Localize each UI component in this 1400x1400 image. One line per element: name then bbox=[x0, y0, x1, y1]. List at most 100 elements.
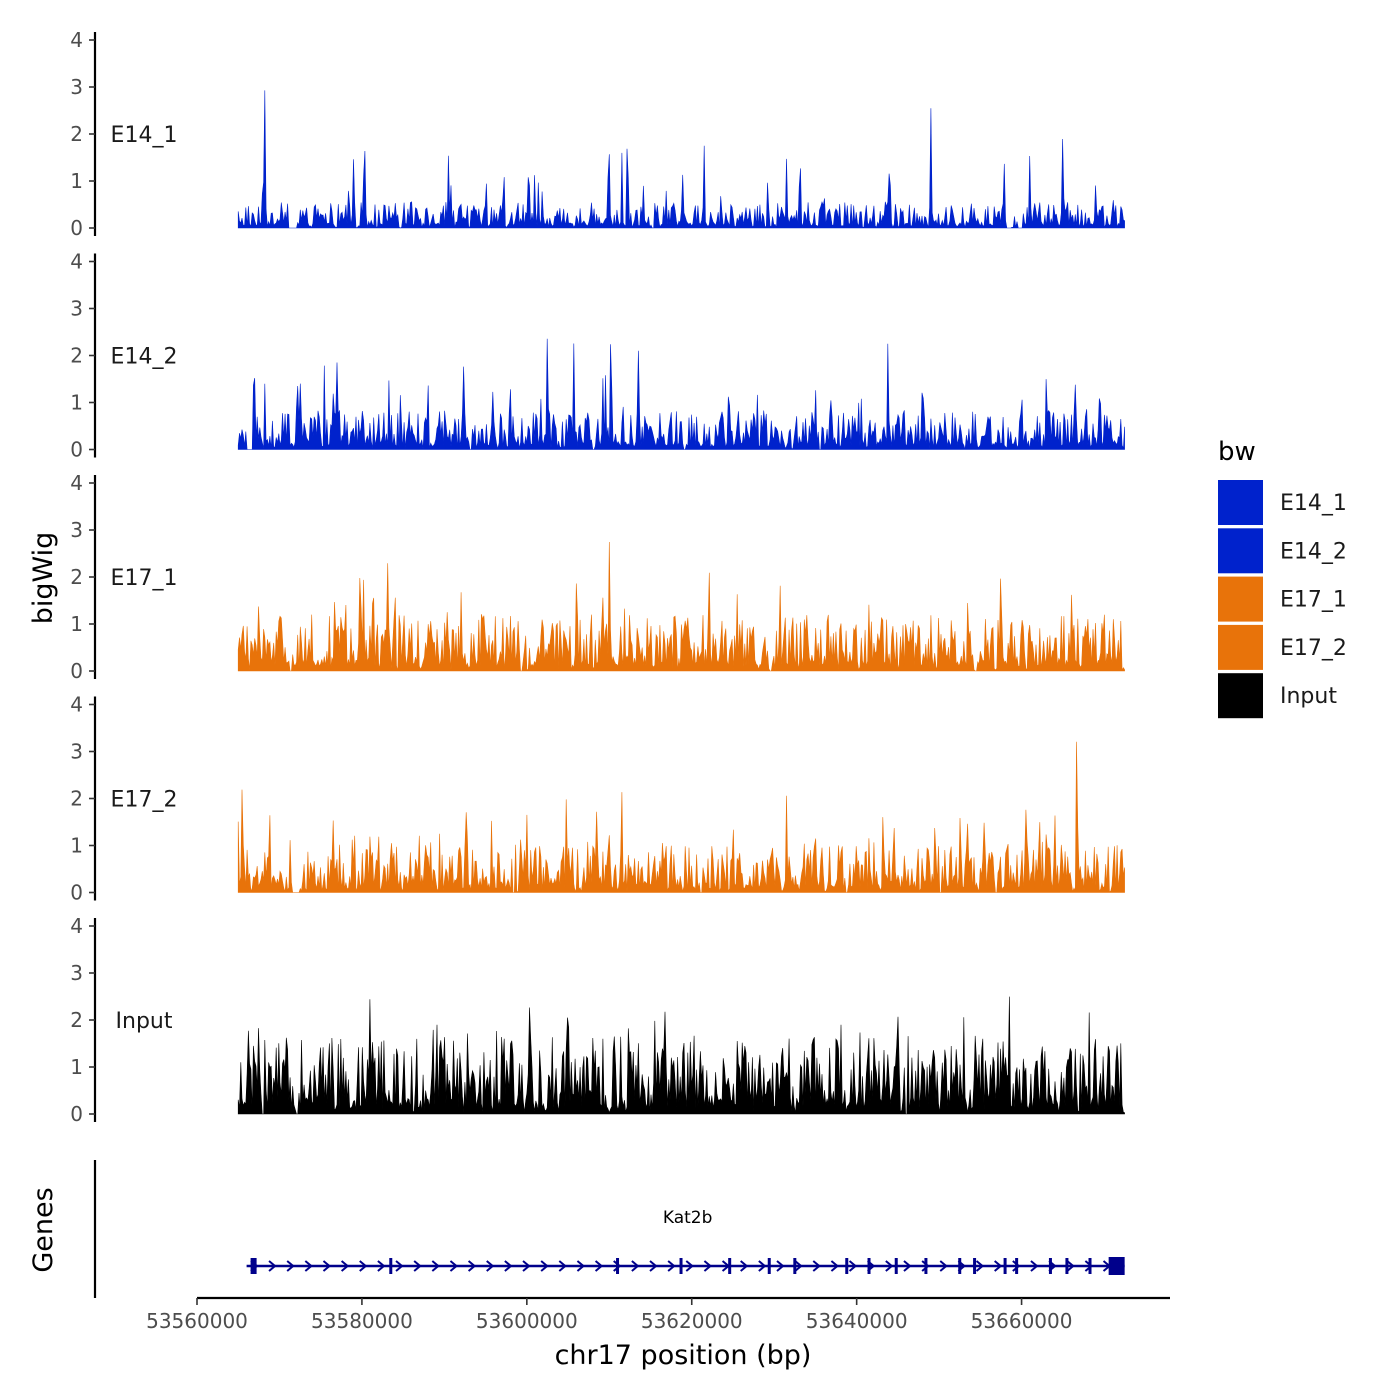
x-tick-label: 53640000 bbox=[806, 1309, 908, 1333]
legend-item: Input bbox=[1218, 673, 1337, 719]
x-tick-label: 53660000 bbox=[971, 1309, 1073, 1333]
tracks-group: 0 1 2 3 4 E14_1 0 1 2 3 4 E14_2 0 1 2 3 4 E17_1 0 1 2 3 4 E17_2… bbox=[70, 28, 1125, 1126]
y-tick-label: 4 bbox=[70, 250, 83, 274]
y-tick-label: 1 bbox=[70, 391, 83, 415]
track-e14-2: 0 1 2 3 4 E14_2 bbox=[70, 250, 1125, 462]
strand-arrow bbox=[740, 1260, 749, 1272]
signal-area bbox=[237, 741, 1125, 893]
legend-item: E14_2 bbox=[1218, 528, 1347, 574]
gene-exon bbox=[250, 1258, 257, 1274]
strand-arrow bbox=[939, 1260, 948, 1272]
strand-arrow bbox=[776, 1260, 785, 1272]
signal-area bbox=[237, 90, 1125, 229]
legend-swatch bbox=[1218, 576, 1263, 622]
strand-arrow bbox=[304, 1260, 313, 1272]
strand-arrow bbox=[340, 1260, 350, 1272]
strand-arrow bbox=[758, 1260, 767, 1272]
y-tick-label: 2 bbox=[70, 565, 83, 589]
strand-arrow bbox=[994, 1260, 1003, 1272]
gene-exon bbox=[389, 1258, 393, 1274]
legend-label: Input bbox=[1280, 684, 1337, 709]
gene-exon bbox=[1088, 1258, 1092, 1274]
y-tick-label: 3 bbox=[70, 961, 83, 985]
strand-arrow bbox=[649, 1260, 658, 1272]
track-input: 0 1 2 3 4 Input bbox=[70, 914, 1125, 1126]
gene-exon bbox=[894, 1258, 898, 1274]
gene-exon bbox=[958, 1258, 962, 1274]
x-tick-label: 53580000 bbox=[311, 1309, 413, 1333]
strand-arrow bbox=[830, 1260, 839, 1272]
genes-panel: Kat2b bbox=[93, 1160, 1125, 1298]
x-tick-label: 53600000 bbox=[476, 1309, 578, 1333]
gene-last-exon bbox=[1108, 1257, 1125, 1275]
strand-arrow bbox=[395, 1260, 404, 1272]
y-tick-label: 1 bbox=[70, 1055, 83, 1079]
legend-label: E14_2 bbox=[1280, 539, 1347, 564]
legend-swatch bbox=[1218, 480, 1263, 525]
legend-item: E17_2 bbox=[1218, 624, 1347, 670]
strand-arrow bbox=[703, 1260, 712, 1272]
signal-area bbox=[237, 541, 1125, 672]
legend-label: E17_2 bbox=[1280, 636, 1347, 661]
track-label: E17_1 bbox=[111, 566, 178, 591]
y-tick-label: 2 bbox=[70, 344, 83, 368]
y-tick-label: 3 bbox=[70, 297, 83, 321]
gene-exon bbox=[1048, 1258, 1052, 1274]
y-tick-label: 4 bbox=[70, 914, 83, 938]
legend: bw E14_1 E14_2 E17_1 E17_2 Input bbox=[1218, 437, 1347, 719]
strand-arrow bbox=[1066, 1260, 1075, 1272]
strand-arrow bbox=[667, 1260, 676, 1272]
strand-arrow bbox=[613, 1260, 622, 1272]
gene-exon bbox=[924, 1258, 928, 1274]
strand-arrow bbox=[467, 1260, 477, 1272]
strand-arrow bbox=[413, 1260, 422, 1272]
track-e14-1: 0 1 2 3 4 E14_1 bbox=[70, 28, 1125, 240]
strand-arrow bbox=[975, 1260, 985, 1272]
strand-arrow bbox=[286, 1260, 295, 1272]
strand-arrow bbox=[540, 1260, 549, 1272]
y-tick-label: 1 bbox=[70, 834, 83, 858]
signal-area bbox=[237, 338, 1125, 450]
gene-exon bbox=[973, 1258, 977, 1274]
track-label: E14_1 bbox=[111, 123, 178, 148]
strand-arrow bbox=[576, 1260, 585, 1272]
strand-arrow bbox=[848, 1260, 858, 1272]
x-axis: 53560000 53580000 53600000 53620000 53640000… bbox=[146, 1296, 1170, 1333]
strand-arrow bbox=[903, 1260, 912, 1272]
y-tick-label: 2 bbox=[70, 122, 83, 146]
strand-arrow bbox=[921, 1260, 930, 1272]
strand-arrow bbox=[1030, 1260, 1039, 1272]
strand-arrow bbox=[449, 1260, 459, 1272]
strand-arrow bbox=[359, 1260, 368, 1272]
gene-exon bbox=[1003, 1258, 1007, 1274]
strand-arrow bbox=[268, 1260, 277, 1272]
strand-arrow bbox=[431, 1260, 440, 1272]
gene-exon bbox=[793, 1258, 797, 1274]
legend-title: bw bbox=[1218, 437, 1256, 467]
y-tick-label: 0 bbox=[70, 1102, 83, 1126]
track-e17-1: 0 1 2 3 4 E17_1 bbox=[70, 471, 1125, 683]
strand-arrow bbox=[486, 1260, 495, 1272]
strand-arrow bbox=[885, 1260, 894, 1272]
y-tick-label: 0 bbox=[70, 216, 83, 240]
y-axis-title: bigWig bbox=[28, 532, 59, 625]
strand-arrow bbox=[631, 1260, 640, 1272]
strand-arrow bbox=[558, 1260, 567, 1272]
y-tick-label: 1 bbox=[70, 612, 83, 636]
gene-exon bbox=[728, 1258, 732, 1274]
y-tick-label: 4 bbox=[70, 693, 83, 717]
legend-item: E17_1 bbox=[1218, 576, 1347, 622]
gene-exon bbox=[616, 1258, 620, 1274]
x-axis-title: chr17 position (bp) bbox=[555, 1340, 812, 1371]
x-tick-label: 53560000 bbox=[146, 1309, 248, 1333]
gene-exon bbox=[867, 1258, 871, 1274]
y-tick-label: 2 bbox=[70, 1008, 83, 1032]
y-tick-label: 4 bbox=[70, 28, 83, 52]
track-label: Input bbox=[116, 1009, 173, 1034]
y-tick-label: 3 bbox=[70, 518, 83, 542]
y-tick-label: 0 bbox=[70, 659, 83, 683]
y-tick-label: 2 bbox=[70, 787, 83, 811]
legend-swatch bbox=[1218, 624, 1263, 670]
gene-exon bbox=[1015, 1258, 1019, 1274]
